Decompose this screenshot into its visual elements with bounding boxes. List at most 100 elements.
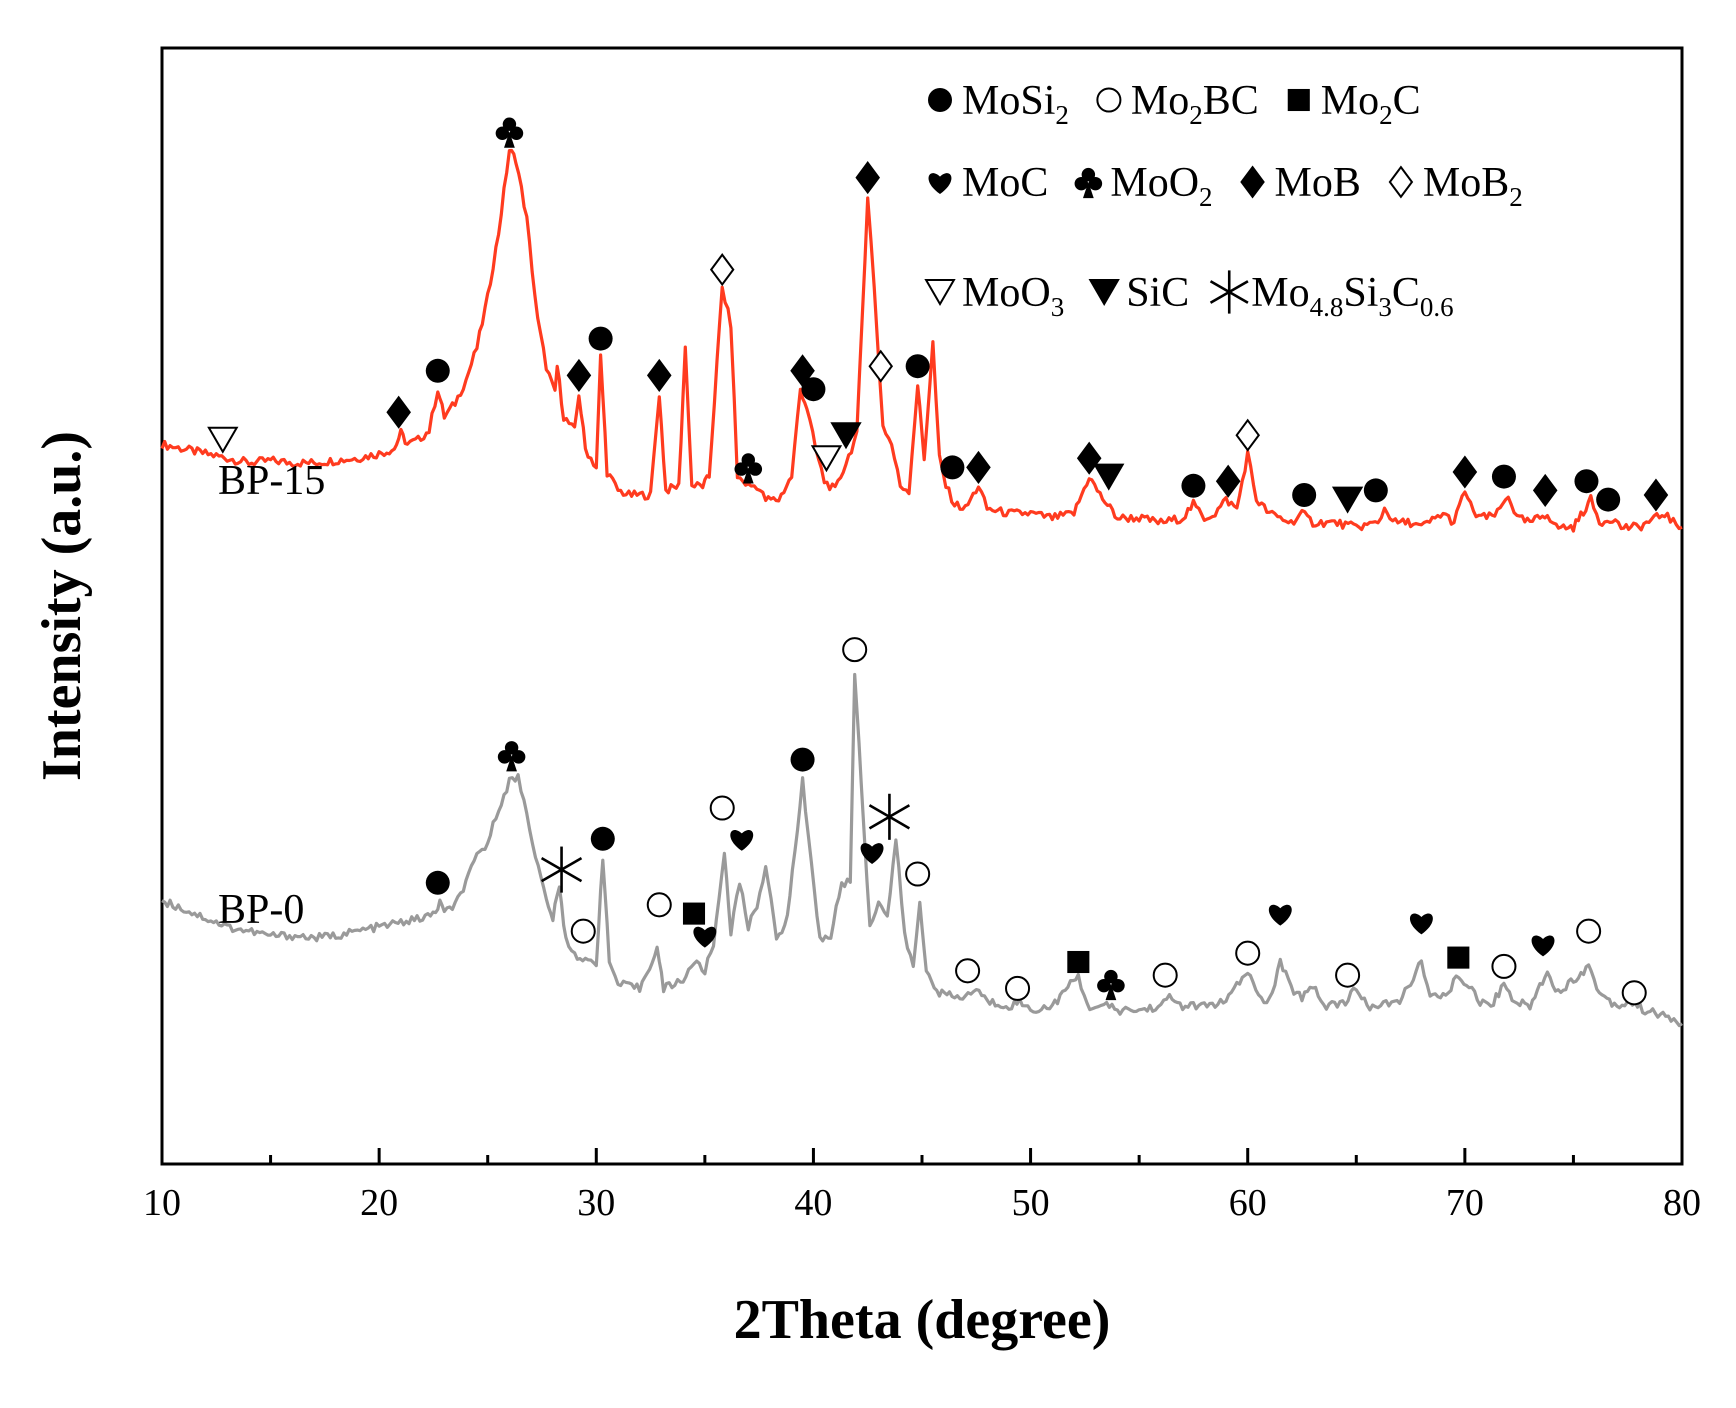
legend-item-MoO3: MoO3 [924, 270, 1064, 322]
phase-marker-open-diamond [709, 253, 735, 287]
legend-item-Mo2BC: Mo2BC [1096, 78, 1259, 130]
legend-label: Mo2C [1321, 78, 1421, 130]
y-axis-title: Intensity (a.u.) [31, 431, 93, 781]
phase-marker-filled-diamond [646, 358, 672, 392]
phase-marker-filled-diamond [1215, 464, 1241, 498]
legend-item-MoB2: MoB2 [1388, 160, 1523, 212]
phase-marker-open-diamond [1235, 418, 1260, 452]
phase-marker-open-triangle-down [924, 279, 956, 306]
phase-marker-heart [928, 173, 952, 194]
phase-marker-filled-square [1447, 946, 1470, 969]
phase-marker-asterisk [540, 846, 583, 893]
legend-label: Mo4.8Si3C0.6 [1251, 270, 1453, 322]
phase-marker-filled-circle [590, 826, 615, 851]
legend-item-MoB: MoB [1240, 160, 1361, 206]
legend-label: MoO2 [1110, 160, 1212, 212]
phase-marker-club [495, 117, 524, 148]
phase-marker-open-diamond [868, 349, 894, 383]
series-line-bp15 [160, 148, 1683, 533]
x-axis-ticks [160, 1148, 1684, 1164]
phase-marker-open-circle [1005, 975, 1031, 1001]
phase-marker-filled-circle [905, 354, 930, 379]
phase-marker-filled-circle [1181, 473, 1206, 498]
phase-marker-open-circle [1491, 953, 1517, 979]
x-axis-title: 2Theta (degree) [734, 1289, 1111, 1351]
phase-marker-filled-diamond [966, 450, 991, 484]
phase-marker-heart [730, 829, 754, 851]
phase-marker-heart [860, 843, 884, 864]
phase-marker-heart [1268, 904, 1292, 926]
x-tick-label: 50 [1012, 1182, 1050, 1224]
phase-markers [207, 117, 1669, 1006]
phase-marker-open-triangle-down [810, 445, 843, 473]
phase-marker-filled-diamond [1643, 478, 1669, 512]
x-tick-label: 20 [360, 1182, 398, 1224]
phase-marker-filled-circle [790, 747, 815, 772]
legend-item-Mo2C: Mo2C [1287, 78, 1421, 130]
phase-marker-filled-diamond [1532, 473, 1558, 507]
phase-marker-filled-diamond [855, 161, 880, 195]
phase-marker-filled-triangle-down [830, 422, 862, 450]
phase-marker-open-circle [1576, 918, 1602, 944]
x-tick-label: 40 [794, 1182, 832, 1224]
phase-marker-open-circle [842, 637, 868, 663]
phase-marker-open-circle [570, 918, 596, 944]
phase-marker-open-circle [1235, 940, 1261, 966]
phase-marker-filled-circle [940, 455, 965, 480]
phase-marker-open-circle [955, 958, 981, 984]
phase-marker-filled-circle [928, 88, 952, 112]
x-tick-label: 80 [1663, 1182, 1701, 1224]
legend-item-SiC: SiC [1088, 270, 1189, 316]
phase-marker-open-circle [709, 795, 735, 821]
legend-label: MoB [1275, 160, 1361, 206]
legend-label: MoSi2 [962, 78, 1069, 130]
phase-marker-filled-circle [1574, 469, 1599, 494]
x-tick-label: 60 [1229, 1182, 1267, 1224]
phase-marker-club [497, 741, 526, 772]
phase-marker-filled-circle [801, 377, 826, 402]
phase-marker-heart [693, 926, 717, 948]
phase-marker-filled-circle [1363, 478, 1388, 503]
phase-marker-filled-square [1067, 950, 1090, 974]
legend-label: SiC [1126, 270, 1189, 316]
phase-marker-filled-diamond [566, 358, 592, 392]
phase-marker-filled-diamond [1452, 455, 1478, 489]
phase-marker-open-circle [646, 892, 672, 918]
phase-marker-open-circle [1621, 980, 1647, 1006]
phase-marker-open-diamond [1388, 165, 1414, 199]
phase-marker-filled-triangle-down [1331, 486, 1364, 514]
phase-marker-filled-diamond [1240, 165, 1265, 199]
x-tick-label: 70 [1446, 1182, 1484, 1224]
legend-label: MoC [962, 160, 1048, 206]
phase-marker-club [734, 453, 763, 484]
phase-marker-heart [1409, 913, 1433, 935]
phase-marker-filled-square [682, 902, 706, 925]
phase-marker-club [1074, 167, 1103, 199]
series-line-bp0 [161, 672, 1683, 1028]
phase-marker-filled-diamond [386, 395, 411, 429]
x-tick-label: 10 [143, 1182, 181, 1224]
phase-marker-filled-circle [425, 358, 450, 383]
series-label-bp0: BP-0 [218, 887, 304, 933]
legend-label: Mo2BC [1131, 78, 1259, 130]
phase-marker-open-triangle-down [207, 426, 239, 454]
phase-marker-asterisk [1209, 270, 1249, 314]
phase-marker-filled-circle [1292, 483, 1317, 507]
phase-marker-filled-circle [588, 326, 613, 351]
x-axis-tick-labels: 10 20 30 40 50 60 70 80 [143, 1182, 1701, 1224]
legend-item-MoSi2: MoSi2 [928, 78, 1069, 130]
legend: MoSi2 Mo2BC Mo2C MoC MoO2 MoB MoB2 MoO3 SiC Mo4.8… [924, 78, 1523, 322]
legend-item-MoC: MoC [928, 160, 1048, 206]
phase-marker-open-circle [1335, 962, 1361, 988]
phase-marker-open-circle [1096, 87, 1122, 113]
plot-frame [160, 46, 1684, 1166]
legend-item-Mo4.8Si3C0.6: Mo4.8Si3C0.6 [1209, 270, 1454, 322]
phase-marker-filled-circle [1491, 464, 1516, 489]
phase-marker-filled-triangle-down [1088, 279, 1120, 306]
phase-marker-heart [1531, 935, 1555, 957]
x-tick-label: 30 [577, 1182, 615, 1224]
phase-marker-filled-square [1287, 88, 1310, 112]
phase-marker-filled-circle [1596, 487, 1621, 512]
legend-item-MoO2: MoO2 [1074, 160, 1213, 212]
